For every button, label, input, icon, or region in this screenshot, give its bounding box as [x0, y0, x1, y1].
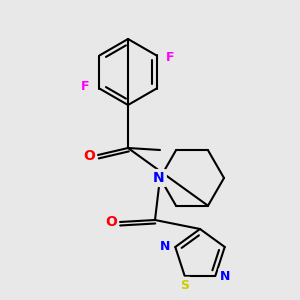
Text: N: N	[220, 269, 230, 283]
Text: O: O	[83, 149, 95, 163]
Text: F: F	[166, 51, 175, 64]
Text: S: S	[180, 278, 189, 292]
Text: N: N	[153, 171, 165, 185]
Text: F: F	[81, 80, 90, 93]
Text: N: N	[160, 241, 170, 254]
Text: O: O	[105, 215, 117, 229]
